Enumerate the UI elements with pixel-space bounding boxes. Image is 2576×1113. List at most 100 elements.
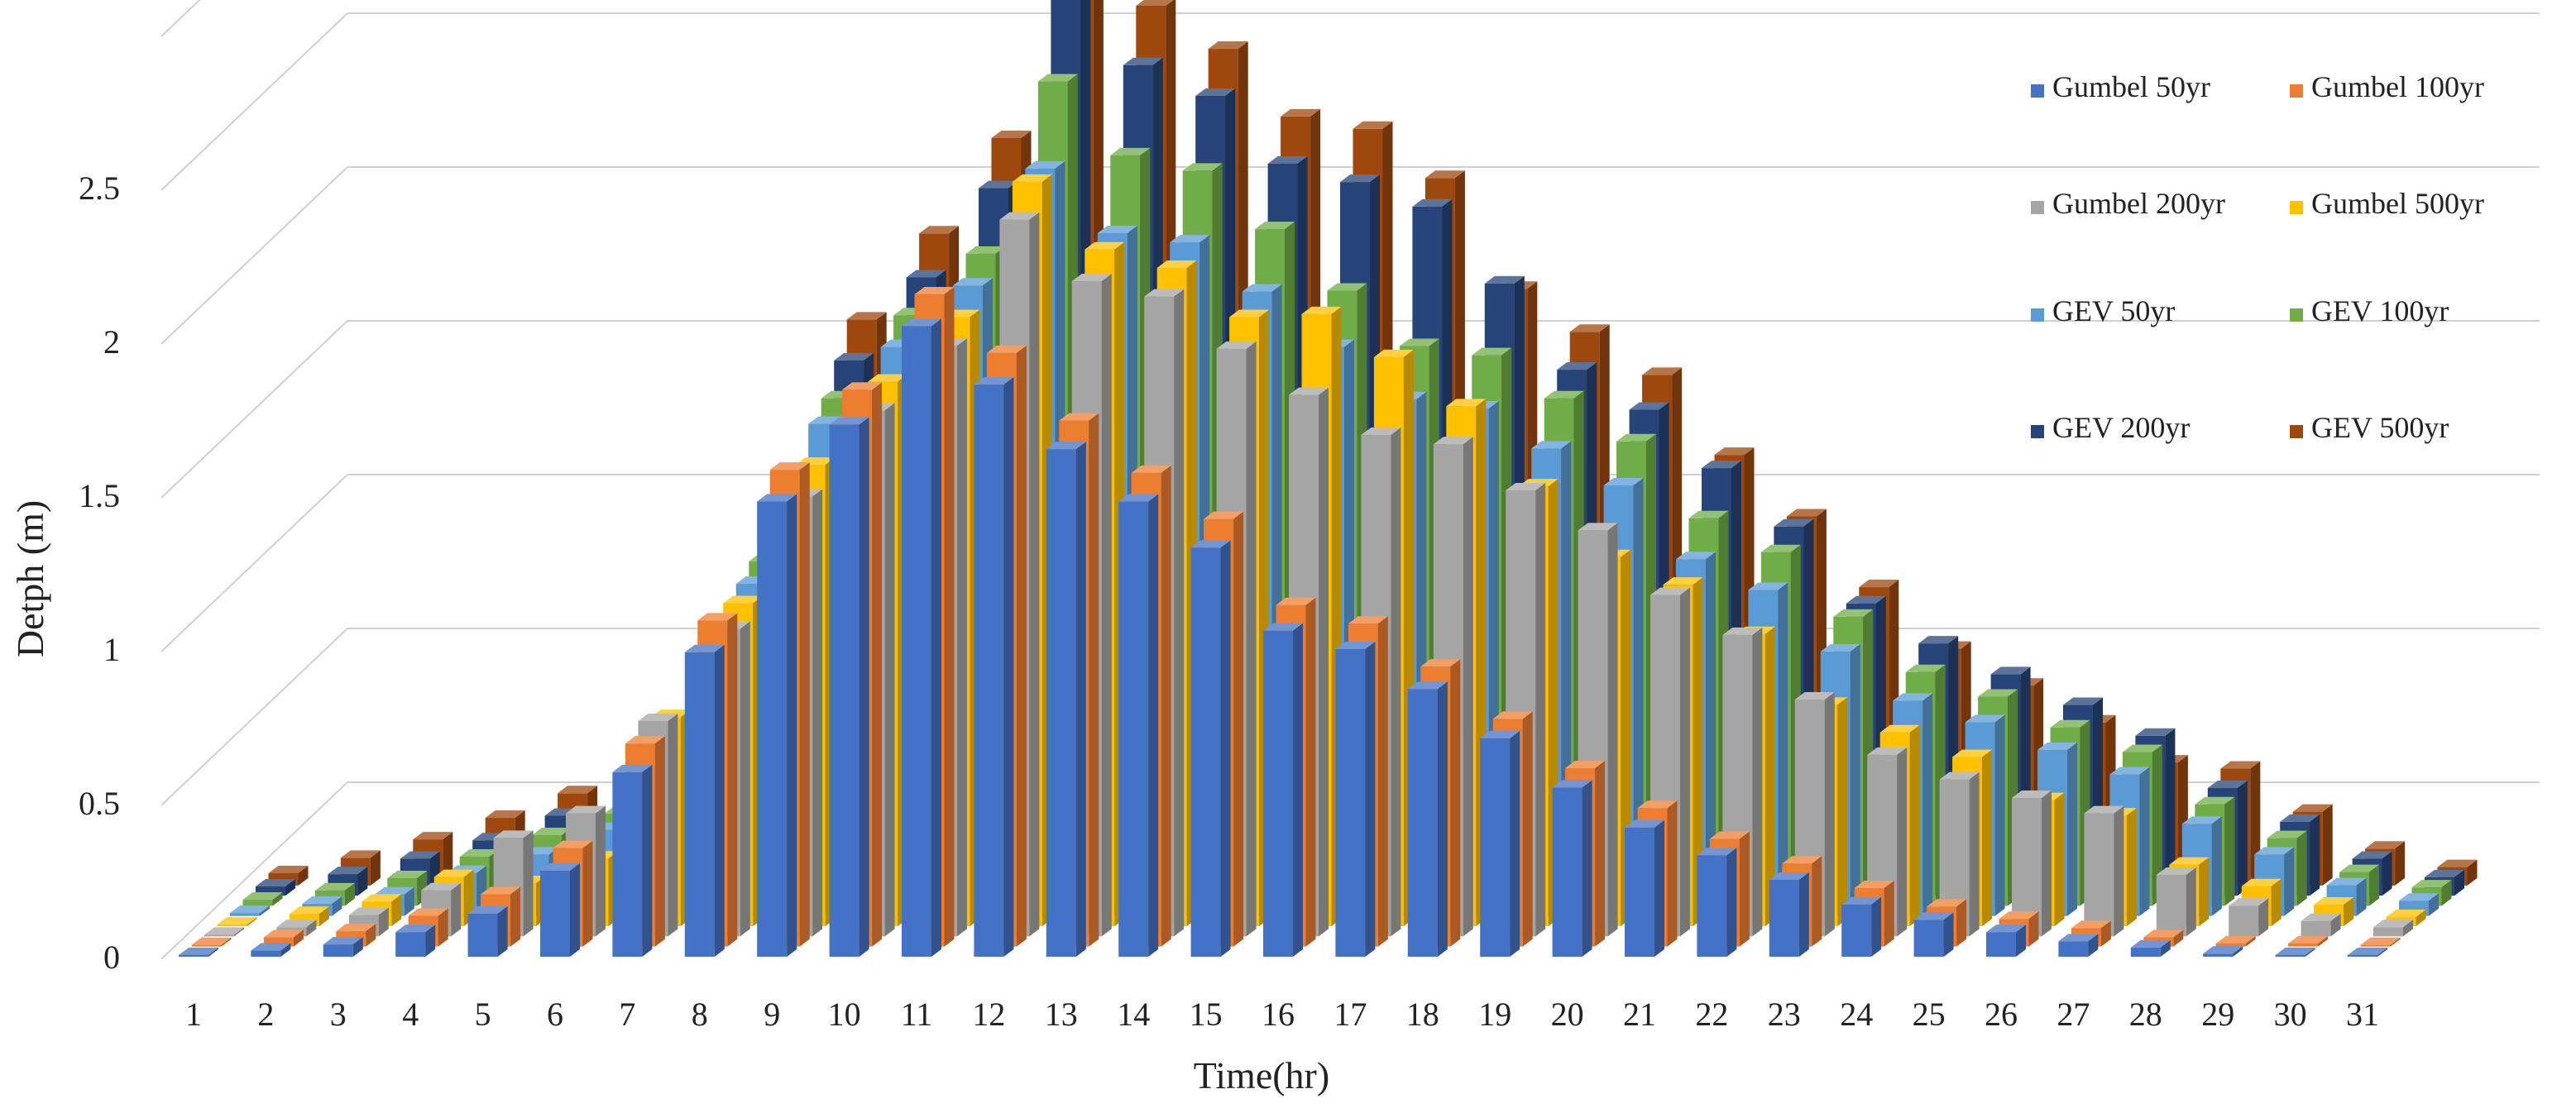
x-tick-label: 25 [1913, 996, 1946, 1033]
legend-item[interactable]: Gumbel 500yr [2290, 187, 2484, 220]
y-tick-label: 0.5 [79, 785, 120, 822]
x-tick-label: 10 [828, 996, 861, 1033]
y-axis-title: Detph (m) [9, 500, 51, 657]
bar [191, 937, 232, 947]
x-tick-label: 29 [2201, 996, 2234, 1033]
gridline-diagonal [160, 320, 348, 499]
legend[interactable]: Gumbel 50yr Gumbel 100yr Gumbel 200yr Gumbe… [2031, 70, 2484, 444]
legend-label: Gumbel 200yr [2052, 187, 2225, 220]
legend-item[interactable]: GEV 200yr [2031, 411, 2190, 444]
bar [1697, 848, 1737, 957]
x-tick-label: 7 [619, 996, 635, 1033]
legend-label: Gumbel 100yr [2311, 70, 2484, 103]
bar [1552, 780, 1592, 957]
bar [540, 862, 580, 957]
legend-label: GEV 50yr [2052, 294, 2175, 327]
x-axis-title: Time(hr) [1194, 1054, 1329, 1096]
bar [217, 917, 257, 927]
x-axis-ticks: 1 2 3 4 5 6 7 8 9 10 11 12 13 14 15 16 17 18 19 20 21 22 23 24 2… [185, 996, 2379, 1033]
bar [1480, 730, 1520, 957]
x-tick-label: 8 [692, 996, 708, 1033]
bar [1263, 623, 1303, 957]
bar [1190, 540, 1231, 957]
legend-swatch [2290, 201, 2303, 214]
bar [2012, 791, 2052, 937]
bar [1118, 494, 1159, 957]
x-tick-label: 17 [1333, 996, 1367, 1033]
bar [2084, 805, 2124, 937]
legend-swatch [2290, 425, 2303, 438]
bar [2275, 948, 2315, 957]
bars [179, 0, 2478, 958]
gridline-diagonal [160, 0, 201, 37]
legend-item[interactable]: GEV 50yr [2031, 294, 2175, 327]
y-axis-ticks: 0 0.5 1 1.5 2 2.5 [79, 170, 120, 976]
bar [1578, 523, 1618, 937]
bar [263, 929, 304, 947]
x-tick-label: 12 [972, 996, 1005, 1033]
bar [2360, 937, 2401, 947]
x-tick-label: 4 [402, 996, 419, 1033]
x-tick-label: 6 [547, 996, 563, 1033]
bar [2156, 867, 2196, 937]
x-tick-label: 3 [330, 996, 347, 1033]
bar [2215, 935, 2256, 947]
bar [1769, 872, 1809, 957]
bar [684, 644, 725, 957]
y-tick-label: 2.5 [79, 170, 120, 207]
bar [2373, 920, 2413, 937]
bar [2130, 939, 2171, 957]
bar [2058, 934, 2099, 957]
y-tick-label: 1.5 [79, 477, 120, 514]
x-tick-label: 31 [2346, 996, 2379, 1033]
y-tick-label: 2 [103, 323, 120, 361]
bar [1046, 442, 1086, 957]
legend-item[interactable]: Gumbel 200yr [2031, 187, 2225, 220]
x-tick-label: 9 [764, 996, 780, 1033]
x-tick-label: 23 [1768, 996, 1801, 1033]
legend-item[interactable]: Gumbel 100yr [2290, 70, 2484, 103]
x-tick-label: 11 [901, 996, 933, 1033]
x-tick-label: 21 [1623, 996, 1656, 1033]
legend-item[interactable]: Gumbel 50yr [2031, 70, 2210, 103]
x-tick-label: 22 [1695, 996, 1728, 1033]
x-tick-label: 18 [1406, 996, 1439, 1033]
x-tick-label: 28 [2129, 996, 2162, 1033]
legend-item[interactable]: GEV 100yr [2290, 294, 2449, 327]
bar [1335, 642, 1376, 957]
legend-swatch [2031, 425, 2044, 438]
gridline-diagonal [160, 12, 348, 191]
legend-label: GEV 500yr [2311, 411, 2449, 444]
bar [1625, 819, 1664, 957]
x-tick-label: 15 [1190, 996, 1223, 1033]
legend-swatch [2031, 308, 2044, 322]
legend-swatch [2290, 308, 2303, 322]
bar [230, 905, 270, 916]
legend-swatch [2031, 84, 2044, 98]
bar [2348, 948, 2387, 957]
x-tick-label: 27 [2056, 996, 2090, 1033]
x-tick-label: 24 [1840, 996, 1873, 1033]
bar [974, 377, 1014, 958]
bar [323, 937, 363, 957]
bar [242, 892, 283, 906]
bar [395, 924, 436, 957]
bar [2203, 946, 2243, 957]
gridline-diagonal [160, 474, 348, 652]
legend-label: GEV 100yr [2311, 294, 2449, 327]
legend-label: Gumbel 500yr [2311, 187, 2484, 220]
legend-swatch [2290, 84, 2303, 98]
bar [1841, 896, 1882, 957]
bar [179, 948, 218, 957]
x-tick-label: 19 [1478, 996, 1511, 1033]
x-tick-label: 14 [1117, 996, 1150, 1033]
bar [829, 417, 869, 957]
y-tick-label: 1 [103, 631, 120, 668]
legend-label: Gumbel 50yr [2052, 70, 2210, 103]
bar [1986, 924, 2026, 957]
gridline-diagonal [160, 781, 348, 960]
gridline-diagonal [160, 166, 348, 345]
legend-item[interactable]: GEV 500yr [2290, 411, 2449, 444]
bar [204, 927, 244, 937]
x-tick-label: 16 [1262, 996, 1295, 1033]
